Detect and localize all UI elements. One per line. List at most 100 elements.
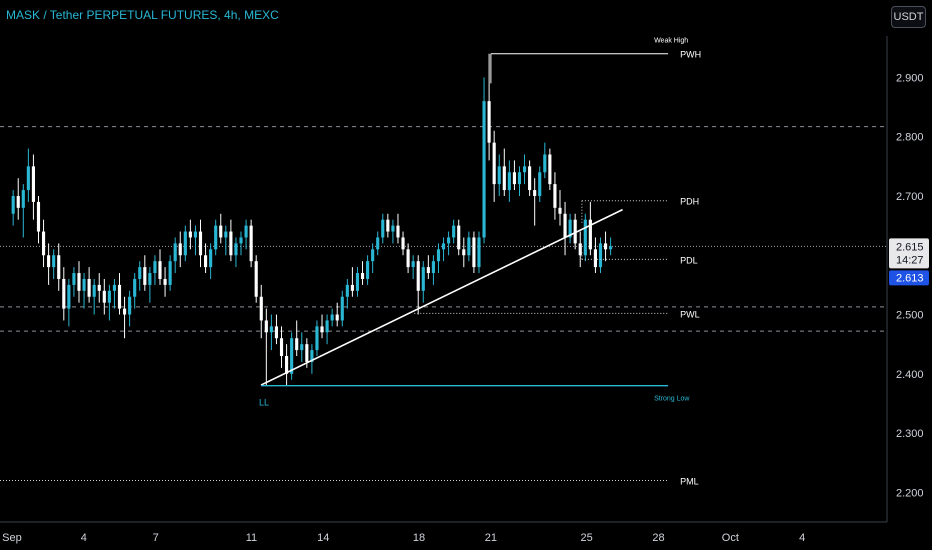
candle — [143, 255, 147, 291]
candle — [57, 243, 61, 291]
candle — [254, 255, 258, 303]
candle — [457, 219, 461, 256]
candle — [229, 219, 233, 262]
candle — [588, 201, 592, 256]
candle — [355, 267, 360, 297]
candle — [72, 267, 76, 297]
candle — [62, 267, 66, 321]
candle — [477, 231, 481, 274]
candle-body — [457, 225, 461, 250]
candle-body — [452, 225, 456, 238]
candle-body — [381, 219, 385, 238]
candle — [128, 290, 132, 327]
candle — [543, 142, 547, 179]
candle — [533, 178, 537, 226]
candle-body — [497, 166, 501, 185]
price-tick-label: 2.500 — [896, 310, 924, 322]
candle-body — [173, 243, 177, 262]
candle — [274, 314, 279, 345]
candle — [290, 332, 294, 380]
ll-label: LL — [259, 398, 269, 408]
candle-body — [209, 249, 213, 268]
candle-body — [401, 237, 405, 250]
candle-body — [583, 219, 587, 256]
candle-body — [16, 195, 20, 208]
candle — [563, 201, 567, 256]
candle — [325, 314, 329, 345]
candle — [21, 184, 25, 238]
candle — [87, 267, 91, 303]
candle — [163, 267, 167, 297]
candle — [188, 219, 192, 250]
candle — [350, 267, 354, 297]
candle-body — [138, 267, 142, 279]
candle-body — [128, 296, 132, 315]
currency-button[interactable]: USDT — [891, 6, 926, 28]
bid-price-value: 2.613 — [896, 272, 924, 284]
weak-high-label: Weak High — [654, 38, 688, 45]
candle — [77, 261, 81, 303]
candle-body — [588, 219, 592, 250]
time-tick-label: 18 — [413, 532, 425, 544]
candle-body — [522, 166, 527, 173]
candle-body — [188, 231, 192, 238]
candle-body — [92, 284, 96, 297]
candle — [26, 148, 30, 202]
candle-body — [133, 278, 137, 297]
candle-body — [290, 338, 294, 374]
candle — [603, 231, 608, 262]
candle-body — [143, 267, 147, 285]
candle — [436, 243, 441, 274]
candle — [441, 237, 446, 262]
candle — [340, 290, 344, 327]
candle — [138, 261, 142, 291]
candle-body — [97, 284, 101, 291]
candle — [522, 154, 527, 185]
candle-body — [502, 166, 506, 191]
candle — [472, 231, 476, 274]
candle-body — [264, 320, 268, 333]
candle-body — [573, 219, 577, 244]
candle-body — [335, 314, 339, 321]
candle — [173, 237, 177, 274]
candle — [209, 243, 213, 279]
candle — [401, 231, 405, 256]
candle-body — [325, 320, 329, 333]
candle — [112, 278, 117, 309]
candle — [538, 166, 542, 202]
candle-body — [62, 278, 66, 309]
candle — [315, 320, 319, 357]
candle-body — [411, 261, 415, 268]
candle-body — [533, 190, 537, 196]
candle — [244, 219, 248, 250]
time-tick-label: 14 — [317, 532, 329, 544]
candle-body — [482, 101, 486, 238]
time-tick-label: 21 — [485, 532, 497, 544]
candle — [193, 225, 198, 256]
bid-price-badge-bg — [889, 270, 929, 286]
candle — [97, 273, 101, 303]
candle-body — [117, 284, 122, 309]
candle-body — [82, 278, 86, 291]
candle — [558, 190, 562, 226]
candle-body — [462, 249, 466, 256]
time-tick-label: 25 — [581, 532, 593, 544]
price-tick-label: 2.900 — [896, 72, 924, 84]
price-tick-label: 2.200 — [896, 487, 924, 499]
candle-body — [102, 290, 106, 303]
candle-body — [431, 261, 435, 274]
time-tick-label: 11 — [246, 532, 257, 544]
candle-body — [239, 237, 243, 244]
candle — [11, 190, 15, 226]
candle-body — [36, 201, 41, 232]
candle — [239, 231, 243, 256]
candle — [497, 154, 501, 196]
pml-label: PML — [680, 477, 699, 487]
candle — [320, 314, 324, 339]
candle-body — [355, 273, 360, 291]
candle — [67, 278, 71, 327]
candle — [178, 231, 182, 268]
candle — [593, 237, 598, 274]
